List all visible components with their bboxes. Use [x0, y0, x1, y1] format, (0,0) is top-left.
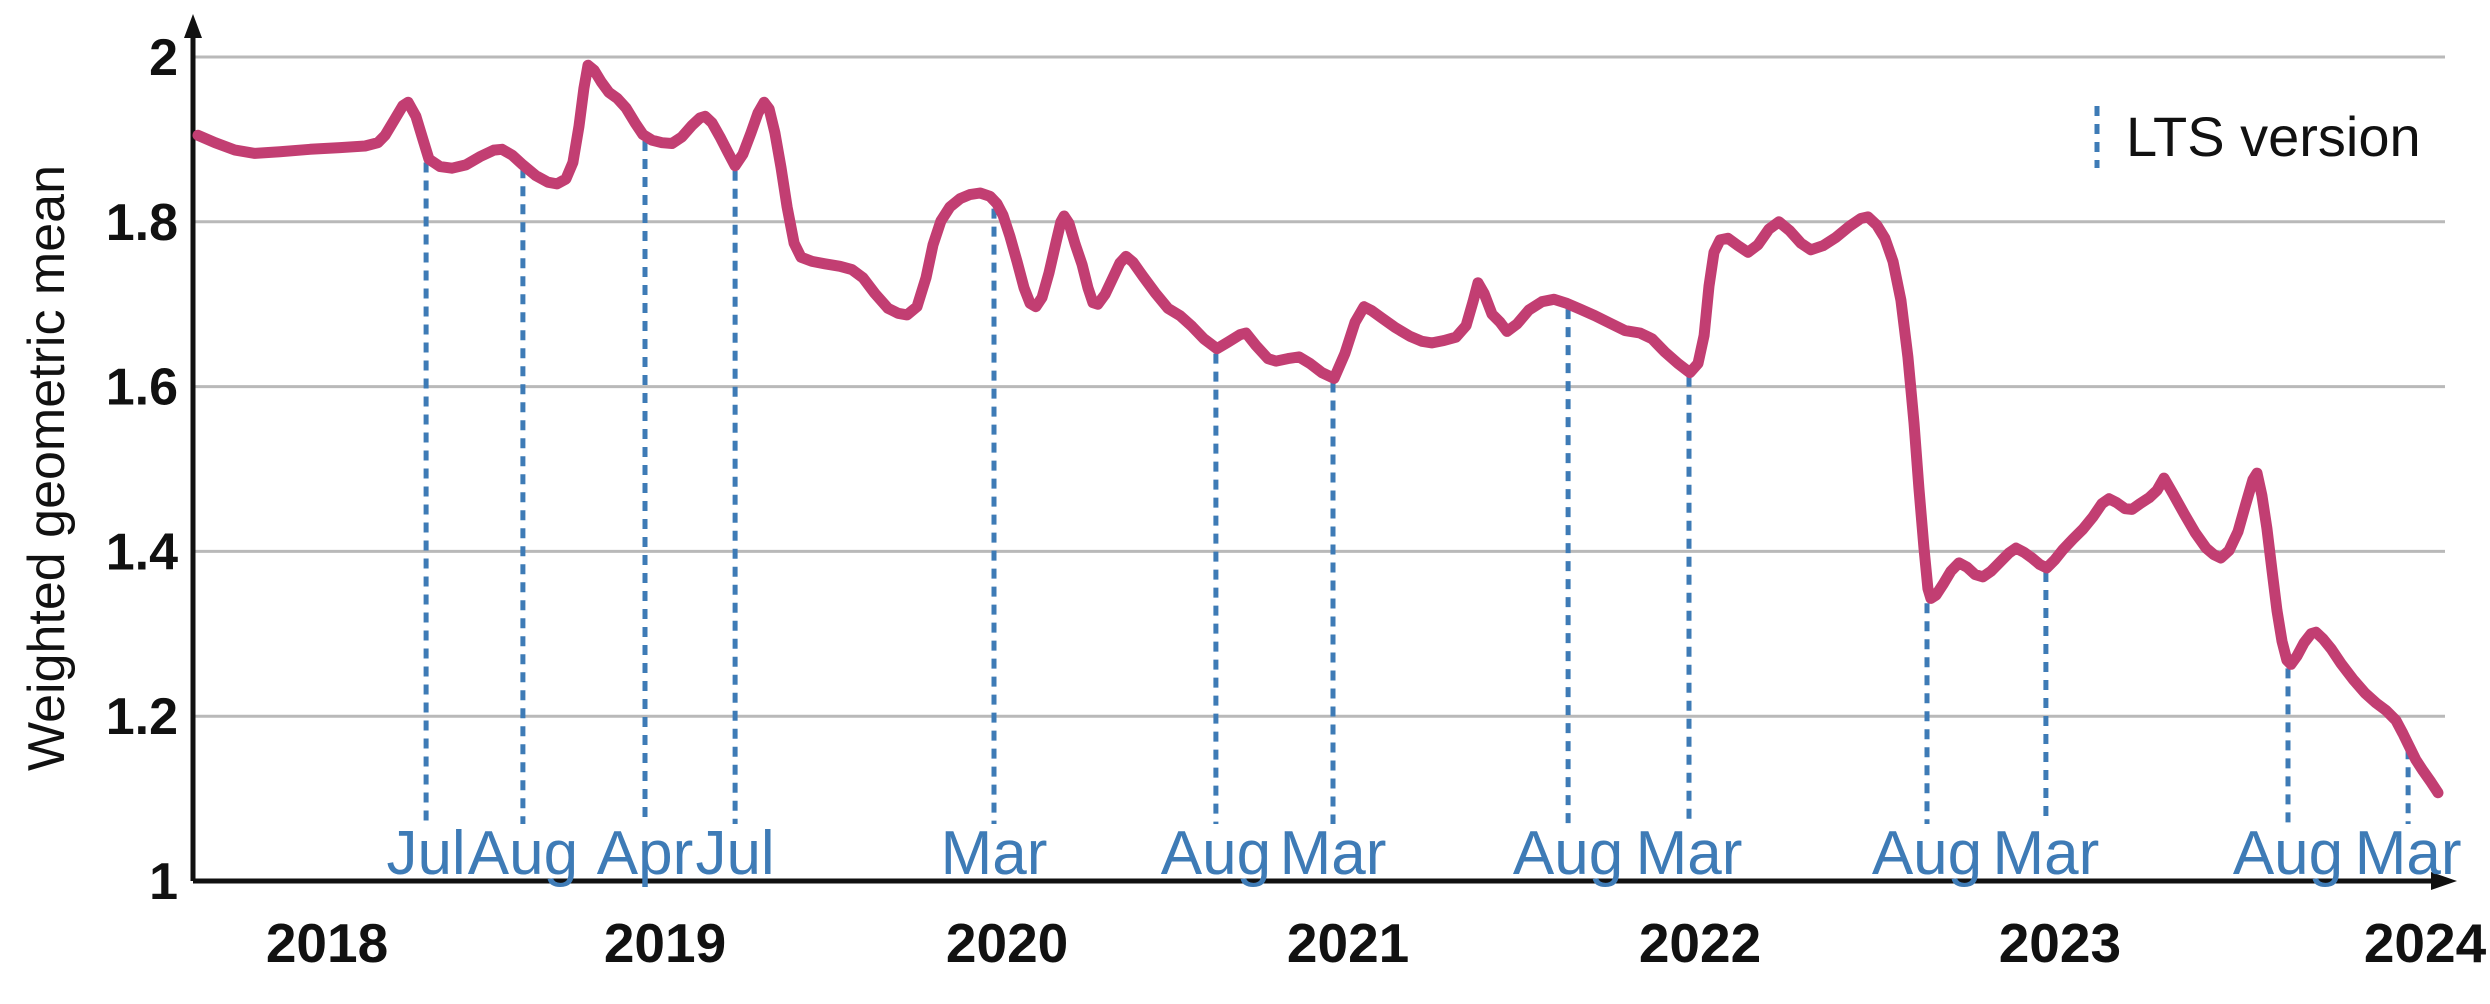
year-tick-label: 2024 — [2364, 912, 2487, 974]
x-axis-arrow-icon — [2431, 872, 2457, 890]
y-tick-label: 1 — [149, 853, 178, 911]
y-axis-arrow-icon — [184, 14, 202, 38]
year-tick-label: 2022 — [1639, 912, 1761, 974]
y-tick-label: 1.6 — [106, 359, 178, 417]
y-tick-label: 1.2 — [106, 688, 178, 746]
lts-month-label: Jul — [695, 819, 774, 888]
lts-month-label: Mar — [1280, 819, 1387, 888]
lts-dashed-line-icon — [2092, 104, 2102, 168]
series-line — [192, 59, 2444, 799]
lts-month-label: Aug — [1161, 819, 1271, 888]
y-axis-title: Weighted geometric mean — [18, 164, 76, 772]
year-tick-label: 2021 — [1287, 912, 1409, 974]
y-tick-label: 1.8 — [106, 194, 178, 252]
y-tick-label: 1.4 — [106, 523, 178, 581]
year-tick-label: 2023 — [1999, 912, 2121, 974]
lts-month-label: Apr — [597, 819, 693, 888]
year-tick-label: 2020 — [946, 912, 1068, 974]
lts-month-label: Jul — [386, 819, 465, 888]
lts-month-label: Aug — [1872, 819, 1982, 888]
year-tick-label: 2018 — [266, 912, 388, 974]
lts-month-label: Aug — [1513, 819, 1623, 888]
legend: LTS version — [2092, 104, 2421, 168]
lts-month-label: Aug — [2233, 819, 2343, 888]
year-tick-label: 2019 — [604, 912, 726, 974]
legend-label: LTS version — [2126, 104, 2421, 168]
lts-month-label: Aug — [468, 819, 578, 888]
lts-month-label: Mar — [1993, 819, 2100, 888]
lts-month-label: Mar — [1636, 819, 1743, 888]
y-tick-label: 2 — [149, 29, 178, 87]
lts-month-label: Mar — [2355, 819, 2462, 888]
lts-month-label: Mar — [941, 819, 1048, 888]
